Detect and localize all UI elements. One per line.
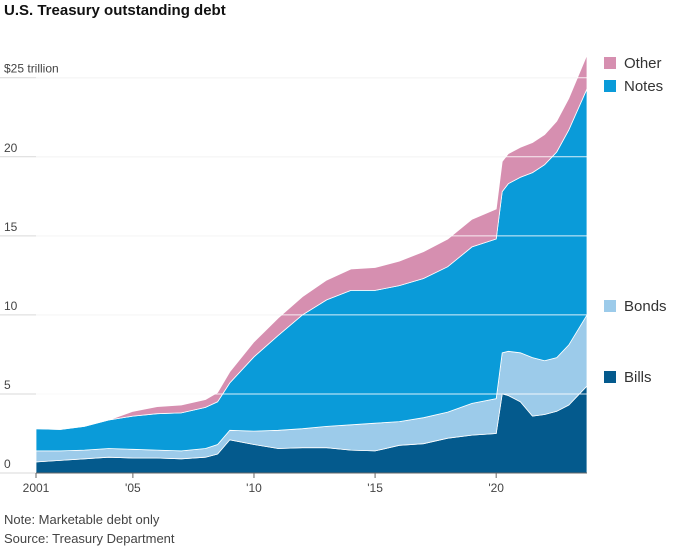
footnote: Note: Marketable debt only <box>4 512 160 527</box>
legend-swatch-other <box>604 57 616 69</box>
legend-label-other: Other <box>624 55 662 72</box>
chart-title: U.S. Treasury outstanding debt <box>4 2 226 19</box>
legend: Other Notes Bonds Bills <box>604 55 667 386</box>
y-tick-label: 20 <box>4 141 18 155</box>
y-tick-label: 0 <box>4 457 11 471</box>
x-tick-label: '10 <box>246 481 262 495</box>
stacked-area-chart: 0 5 10 15 20 $25 trillion 2001 '05 '10 '15 '20 Oth… <box>0 54 667 495</box>
x-tick-label: '20 <box>488 481 504 495</box>
area-other <box>35 54 588 430</box>
legend-label-notes: Notes <box>624 78 663 95</box>
x-tick-label: '15 <box>367 481 383 495</box>
y-tick-label: 10 <box>4 299 18 313</box>
y-tick-label: 5 <box>4 378 11 392</box>
y-tick-label: $25 trillion <box>4 62 59 76</box>
x-tick-label: '05 <box>125 481 141 495</box>
x-tick-label: 2001 <box>23 481 50 495</box>
y-tick-label: 15 <box>4 220 18 234</box>
legend-swatch-bills <box>604 371 616 383</box>
axes: 0 5 10 15 20 $25 trillion 2001 '05 '10 '15 '20 <box>4 62 587 495</box>
legend-label-bills: Bills <box>624 369 652 386</box>
source-note: Source: Treasury Department <box>4 531 175 546</box>
legend-label-bonds: Bonds <box>624 298 667 315</box>
series-areas <box>35 54 588 474</box>
legend-swatch-bonds <box>604 300 616 312</box>
legend-swatch-notes <box>604 80 616 92</box>
